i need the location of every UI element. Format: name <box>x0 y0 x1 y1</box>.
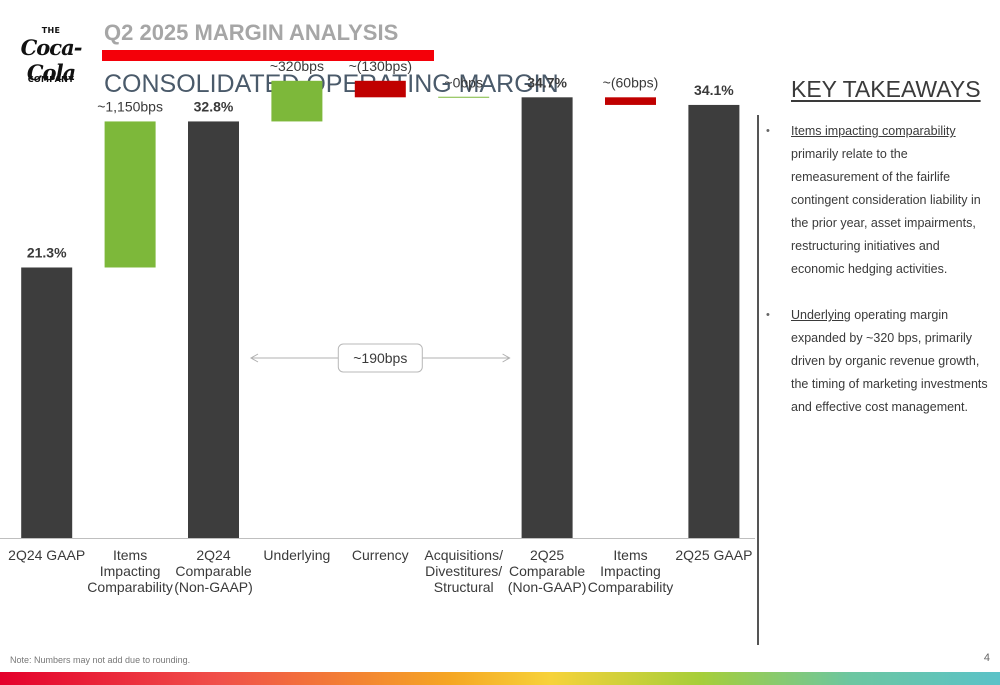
data-label: ~0bps <box>444 74 483 90</box>
chart-bar <box>688 104 740 539</box>
takeaway-bullet: • Underlying operating margin expanded b… <box>766 304 992 419</box>
x-tick-label-line: Impacting <box>100 563 161 579</box>
x-tick-label-line: Comparable <box>509 563 585 579</box>
x-tick-label-line: Underlying <box>263 547 330 563</box>
takeaway-bullet: • Items impacting comparability primaril… <box>766 120 992 281</box>
x-tick-label: 2Q24 GAAP <box>8 547 85 563</box>
x-tick-label: 2Q25 GAAP <box>675 547 752 563</box>
section-kicker: Q2 2025 MARGIN ANALYSIS <box>104 20 399 45</box>
x-tick-label-line: 2Q24 <box>196 547 230 563</box>
x-tick-label: Items Impacting Comparability <box>87 547 173 595</box>
red-accent-rule <box>102 50 434 61</box>
logo-company-text: COMPANY <box>27 75 75 84</box>
x-tick-label-line: Comparability <box>588 579 674 595</box>
x-tick-label-line: 2Q25 <box>530 547 564 563</box>
chart-bar <box>104 121 156 268</box>
waterfall-chart: 21.3% ~1,150bps 32.8% ~320bps ~(130bps) ~0bps… <box>0 58 755 595</box>
chart-bar <box>21 267 73 538</box>
takeaway-text: operating margin expanded by ~320 bps, p… <box>791 308 988 414</box>
x-tick-label: Items Impacting Comparability <box>588 547 674 595</box>
data-label: 34.1% <box>694 82 734 98</box>
data-label: ~(60bps) <box>603 74 659 90</box>
data-label: 34.7% <box>527 74 567 90</box>
arrow-right-icon <box>502 353 511 363</box>
bridge-label-box <box>337 343 423 373</box>
bullet-dot-icon: • <box>766 125 770 137</box>
x-tick-label: Underlying <box>263 547 330 563</box>
takeaway-text: primarily relate to the remeasurement of… <box>791 147 981 276</box>
chart-bar <box>354 80 406 98</box>
x-tick-label-line: Items <box>113 547 147 563</box>
arrow-left-icon <box>249 353 259 363</box>
takeaway-lead: Items impacting comparability <box>791 124 956 138</box>
bullet-dot-icon: • <box>766 309 770 321</box>
chart-bar <box>605 97 656 105</box>
data-label: 21.3% <box>27 244 67 260</box>
chart-bar <box>271 80 323 122</box>
logo-script-text: Coca-Cola <box>20 35 83 85</box>
chart-bar <box>188 121 239 538</box>
page-title: CONSOLIDATED OPERATING MARGIN <box>104 70 559 98</box>
x-tick-label-line: Items <box>613 547 647 563</box>
chart-bar <box>521 97 573 538</box>
x-tick-label: 2Q24 Comparable (Non-GAAP) <box>174 547 253 595</box>
x-tick-label-line: Impacting <box>600 563 661 579</box>
data-label: 32.8% <box>194 98 234 114</box>
x-tick-label-line: Currency <box>352 547 409 563</box>
x-tick-label-line: 2Q24 GAAP <box>8 547 85 563</box>
footnote: Note: Numbers may not add due to roundin… <box>10 655 191 665</box>
data-label: ~1,150bps <box>97 98 163 114</box>
logo-the-text: THE <box>41 26 61 35</box>
x-tick-label: Currency <box>352 547 409 563</box>
takeaways-list: • Items impacting comparability primaril… <box>766 120 992 419</box>
x-tick-label-line: Structural <box>434 579 494 595</box>
column-divider <box>757 115 759 645</box>
data-label: ~(130bps) <box>349 58 412 74</box>
x-tick-label-line: Divestitures/ <box>425 563 502 579</box>
x-tick-label-line: (Non-GAAP) <box>508 579 587 595</box>
page-number: 4 <box>983 652 990 664</box>
coca-cola-logo: THE Coca-Cola COMPANY <box>12 26 90 85</box>
x-tick-label-line: 2Q25 GAAP <box>675 547 752 563</box>
brand-gradient-bar <box>0 672 1000 685</box>
x-tick-label: Acquisitions/Divestitures/Structural <box>424 547 503 595</box>
data-label: ~320bps <box>270 58 324 74</box>
x-tick-label-line: (Non-GAAP) <box>174 579 253 595</box>
bridge-label: ~190bps <box>353 350 407 366</box>
x-tick-label-line: Comparability <box>87 579 173 595</box>
x-tick-label: 2Q25 Comparable (Non-GAAP) <box>508 547 587 595</box>
x-tick-label-line: Comparable <box>175 563 251 579</box>
takeaways-title: KEY TAKEAWAYS <box>791 76 981 102</box>
takeaway-lead: Underlying <box>791 308 851 322</box>
x-tick-label-line: Acquisitions/ <box>424 547 503 563</box>
